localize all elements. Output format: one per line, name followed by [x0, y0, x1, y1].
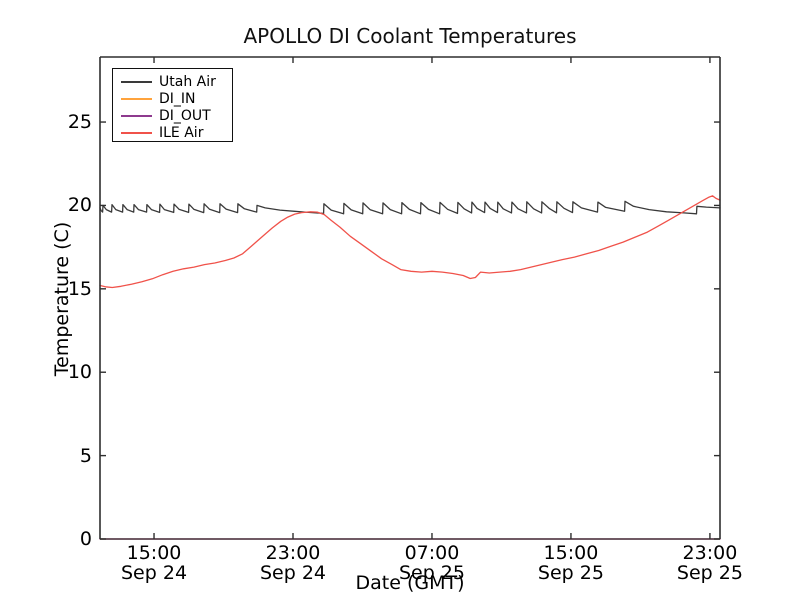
legend-item-ile-air: ILE Air [113, 125, 232, 142]
series-line-utah-air [99, 200, 721, 215]
legend: Utah Air DI_IN DI_OUT ILE Air [112, 68, 233, 142]
legend-item-di-out: DI_OUT [113, 108, 232, 125]
legend-item-di-in: DI_IN [113, 90, 232, 107]
x-tick-label-07-00-sep-25: 07:00 Sep 25 [398, 542, 465, 584]
legend-item-utah-air: Utah Air [113, 73, 232, 90]
legend-swatch-utah-air [121, 80, 152, 83]
legend-label-di-in: DI_IN [159, 90, 196, 107]
legend-swatch-di-out [121, 115, 152, 118]
y-tick-label-25: 25 [67, 111, 92, 134]
x-tick-label-23-00-sep-25: 23:00 Sep 25 [676, 542, 743, 584]
x-axis-label: Date (GMT) [355, 572, 465, 594]
series-line-ile-air [99, 195, 721, 289]
legend-swatch-di-in [121, 97, 152, 100]
legend-label-ile-air: ILE Air [159, 125, 204, 142]
y-tick-label-0: 0 [79, 528, 92, 550]
y-tick-label-5: 5 [79, 444, 92, 467]
chart-title: APOLLO DI Coolant Temperatures [243, 24, 577, 48]
y-tick-label-10: 10 [67, 361, 92, 384]
legend-label-utah-air: Utah Air [159, 73, 216, 90]
x-tick-label-15-00-sep-25: 15:00 Sep 25 [537, 542, 604, 584]
legend-label-di-out: DI_OUT [159, 108, 211, 125]
y-tick-label-15: 15 [67, 277, 92, 300]
x-tick-label-15-00-sep-24: 15:00 Sep 24 [121, 542, 188, 584]
x-tick-label-23-00-sep-24: 23:00 Sep 24 [259, 542, 327, 584]
y-tick-label-20: 20 [67, 194, 92, 217]
legend-swatch-ile-air [121, 132, 152, 135]
